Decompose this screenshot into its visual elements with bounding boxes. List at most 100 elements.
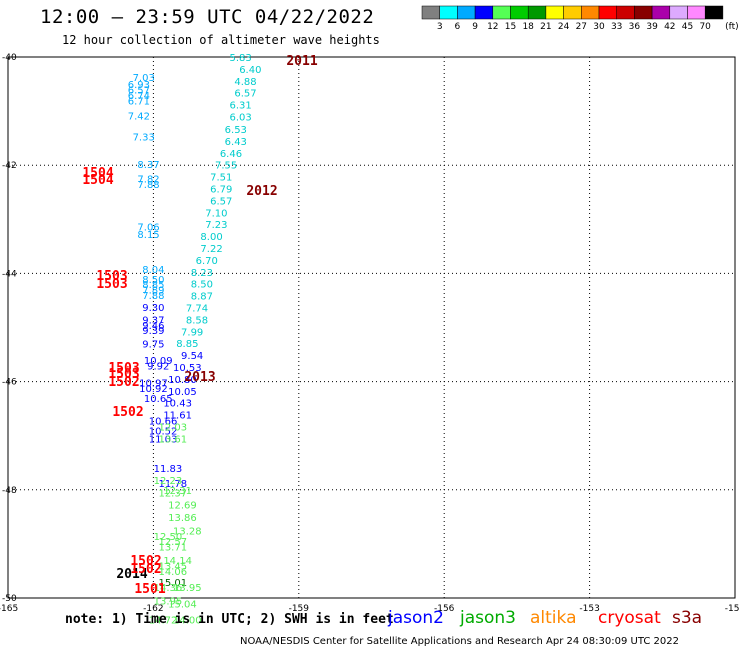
swh-label: 11.78 (158, 479, 187, 490)
color-scale-swatch (598, 5, 617, 20)
swh-label: 6.71 (128, 96, 150, 107)
x-tick-label: -150 (725, 604, 740, 614)
swh-label: 6.57 (234, 89, 256, 100)
swh-label: 13.95 (154, 597, 183, 608)
color-scale-label: 9 (472, 22, 478, 32)
pass-id-label: 1503 (108, 367, 139, 382)
color-scale-swatch (581, 5, 600, 20)
swh-label: 7.42 (128, 111, 150, 122)
color-scale-label: 45 (681, 22, 694, 32)
swh-label: 7.82 (137, 175, 159, 186)
swh-label: 9.37 (142, 315, 164, 326)
color-scale-label: 6 (454, 22, 461, 32)
swh-label: 6.93 (128, 80, 150, 91)
y-tick-label: -42 (2, 161, 17, 171)
swh-label: 9.39 (142, 326, 164, 337)
swh-label: 8.00 (200, 232, 222, 243)
color-scale-units: (ft) (725, 22, 739, 32)
swh-label: 14.14 (163, 556, 192, 567)
color-scale-swatch (704, 5, 724, 20)
swh-label: 4.88 (234, 77, 256, 88)
swh-label: 14.72 (149, 616, 178, 627)
color-scale-swatch (634, 5, 653, 20)
swh-label: 10.53 (173, 363, 202, 374)
color-scale-swatch (545, 5, 564, 20)
color-scale-label: 24 (557, 22, 570, 32)
swh-label: 7.10 (205, 208, 227, 219)
swh-label: 6.57 (210, 196, 232, 207)
color-scale-swatch (563, 5, 582, 20)
swh-label: 14.00 (173, 616, 202, 627)
swh-label: 8.15 (137, 230, 159, 241)
swh-label: 13.95 (173, 583, 202, 594)
y-tick-label: -50 (2, 594, 17, 604)
swh-label: 8.04 (142, 265, 164, 276)
color-scale-swatch (510, 5, 529, 20)
swh-label: 13.45 (158, 562, 187, 573)
swh-label: 10.09 (144, 356, 173, 367)
swh-label: 12.31 (163, 486, 192, 497)
color-scale-swatch (439, 5, 458, 20)
swh-label: 9.92 (147, 361, 169, 372)
x-tick-label: -159 (289, 604, 310, 614)
swh-label: 5.83 (230, 53, 252, 64)
color-scale-swatch (687, 5, 706, 20)
swh-label: 9.46 (142, 321, 164, 332)
swh-label: 12.50 (154, 532, 183, 543)
swh-label: 11.03 (149, 434, 178, 445)
pass-id-label: 1504 (82, 166, 113, 181)
y-tick-label: -40 (2, 53, 17, 63)
swh-label: 7.99 (181, 327, 203, 338)
pass-id-label: 1504 (82, 173, 113, 188)
swh-label: 12.03 (158, 423, 187, 434)
x-tick-label: -153 (579, 604, 599, 614)
swh-label: 8.87 (191, 292, 213, 303)
color-scale-label: 15 (504, 22, 517, 32)
pass-id-label: 1502 (112, 405, 143, 420)
swh-label: 7.74 (186, 303, 208, 314)
swh-label: 7.89 (142, 286, 164, 297)
swh-label: 6.31 (230, 101, 252, 112)
swh-label: 15.04 (168, 599, 197, 610)
swh-label: 12.37 (158, 489, 187, 500)
pass-id-label: 2014 (116, 567, 147, 582)
swh-label: 7.88 (142, 291, 164, 302)
color-scale-label: 21 (540, 22, 552, 32)
swh-label: 12.57 (158, 537, 187, 548)
color-scale-label: 12 (487, 22, 499, 32)
y-tick-label: -46 (2, 378, 17, 388)
color-scale-label: 33 (610, 22, 623, 32)
color-scale-swatch (527, 5, 547, 20)
credit-line: NOAA/NESDIS Center for Satellite Applica… (240, 636, 679, 647)
swh-label: 9.30 (142, 303, 164, 314)
swh-label: 12.69 (168, 500, 197, 511)
swh-label: 6.03 (230, 113, 252, 124)
y-tick-label: -44 (2, 269, 17, 279)
swh-label: 10.97 (139, 379, 168, 390)
pass-id-label: 1502 (130, 562, 161, 577)
color-scale-swatch (421, 5, 440, 20)
swh-label: 10.05 (168, 387, 197, 398)
swh-label: 11.61 (163, 411, 192, 422)
swh-label: 13.61 (158, 434, 187, 445)
swh-label: 7.33 (133, 133, 155, 144)
swh-label: 8.50 (191, 280, 213, 291)
pass-id-label: 1503 (96, 277, 127, 292)
satellite-legend-jason3: jason3 (460, 608, 516, 628)
swh-label: 6.79 (210, 184, 232, 195)
pass-id-label: 1501 (134, 582, 165, 597)
swh-label: 15.01 (158, 578, 187, 589)
swh-label: 8.50 (142, 275, 164, 286)
swh-label: 10.80 (168, 375, 197, 386)
pass-id-label: 2011 (286, 54, 317, 69)
swh-label: 6.53 (225, 125, 247, 136)
swh-label: 6.70 (196, 256, 218, 267)
swh-label: 7.06 (137, 222, 159, 233)
swh-label: 10.92 (139, 384, 168, 395)
swh-label: 13.86 (168, 513, 197, 524)
swh-label: 13.28 (173, 526, 202, 537)
color-scale-label: 42 (664, 22, 676, 32)
color-scale-swatch (616, 5, 635, 20)
color-scale-label: 30 (593, 22, 605, 32)
